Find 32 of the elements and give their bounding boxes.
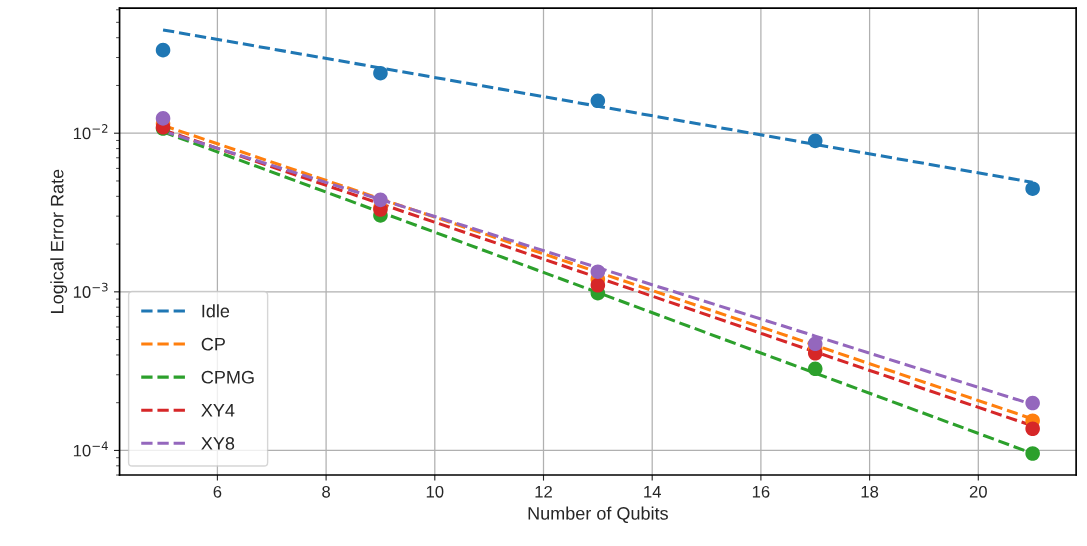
point bbox=[373, 192, 388, 208]
legend-label: XY4 bbox=[201, 404, 235, 417]
x-tick-label: 8 bbox=[322, 485, 331, 498]
legend-label: CP bbox=[201, 337, 225, 351]
point bbox=[807, 133, 823, 149]
point bbox=[1025, 395, 1040, 411]
x-tick-label: 20 bbox=[969, 485, 987, 498]
point bbox=[373, 65, 388, 81]
x-axis-title: Number of Qubits bbox=[528, 506, 668, 524]
point bbox=[590, 264, 606, 279]
legend-label: XY8 bbox=[201, 437, 235, 450]
point bbox=[590, 93, 606, 109]
y-tick-label: 10$^{−2}$ bbox=[73, 124, 108, 140]
x-tick-label: 16 bbox=[752, 485, 770, 498]
x-tick-label: 12 bbox=[535, 485, 552, 498]
point bbox=[807, 336, 823, 352]
x-tick-label: 18 bbox=[861, 485, 879, 498]
x-tick-label: 10 bbox=[426, 485, 444, 498]
point bbox=[155, 42, 171, 58]
point bbox=[590, 277, 606, 293]
y-tick-label: 10$^{−4}$ bbox=[73, 441, 108, 457]
point bbox=[1025, 421, 1040, 437]
y-axis-title: Logical Error Rate bbox=[50, 169, 68, 313]
point bbox=[1025, 181, 1040, 196]
y-tick-label: 10$^{−3}$ bbox=[73, 282, 108, 298]
legend-label: CPMG bbox=[201, 370, 254, 384]
point bbox=[155, 111, 171, 126]
x-tick-label: 6 bbox=[213, 485, 222, 498]
point bbox=[807, 361, 823, 377]
x-tick-label: 14 bbox=[644, 486, 661, 498]
point bbox=[1025, 446, 1040, 461]
legend-label: Idle bbox=[202, 304, 230, 318]
